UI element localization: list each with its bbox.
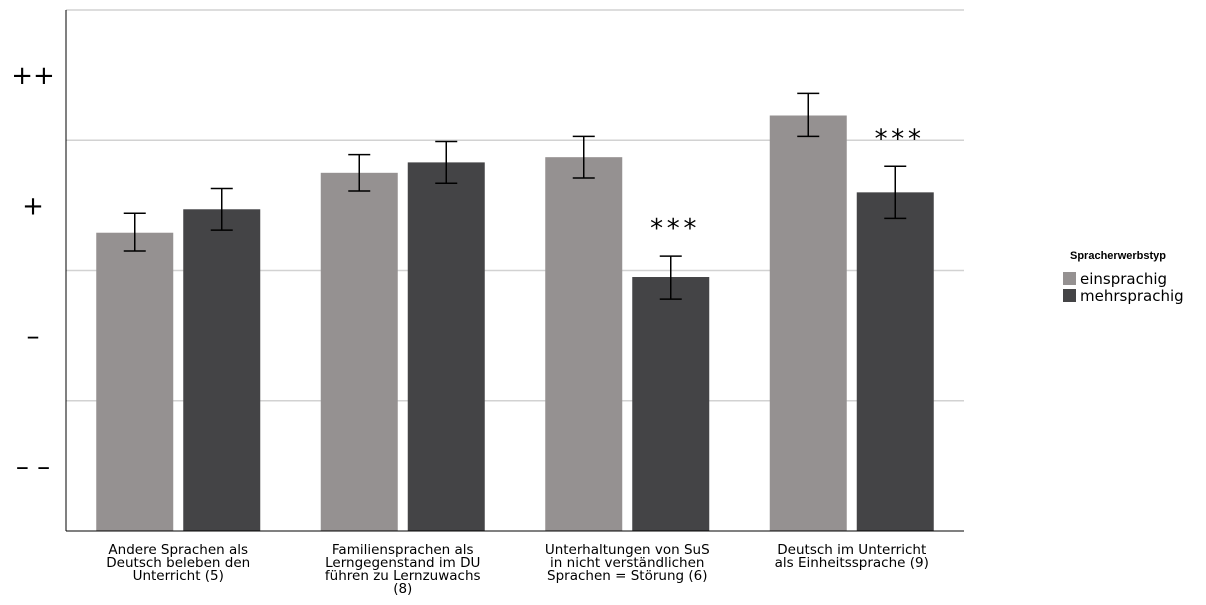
- legend-label: einsprachig: [1080, 270, 1167, 288]
- x-category-label: Deutsch beleben den: [106, 555, 250, 571]
- legend-swatch: [1063, 272, 1076, 285]
- x-category-label: Sprachen = Störung (6): [547, 568, 707, 584]
- bars: [96, 115, 934, 532]
- y-tick-label: +: [22, 191, 44, 221]
- legend-swatch: [1063, 289, 1076, 302]
- bar-einsprachig: [96, 232, 174, 532]
- significance-label: ***: [873, 124, 923, 154]
- bar-mehrsprachig: [183, 209, 261, 531]
- x-category-label: Deutsch im Unterricht: [777, 542, 926, 558]
- legend-title: Spracherwerbstyp: [1070, 250, 1166, 262]
- x-category-label: in nicht verständlichen: [550, 555, 704, 571]
- significance-label: ***: [649, 214, 699, 244]
- y-tick-label: –: [27, 322, 40, 352]
- significance-annotations: *** ***: [649, 124, 923, 244]
- x-category-label: Familiensprachen als: [332, 542, 474, 558]
- bar-einsprachig: [769, 115, 847, 531]
- x-category-label: Unterricht (5): [133, 568, 224, 584]
- bar-mehrsprachig: [856, 192, 934, 531]
- y-tick-label: ++: [11, 61, 55, 91]
- bar-einsprachig: [320, 172, 398, 531]
- x-category-label: (8): [393, 581, 412, 597]
- x-category-label: Unterhaltungen von SuS: [545, 542, 710, 558]
- bar-mehrsprachig: [407, 162, 485, 531]
- bar-einsprachig: [545, 157, 623, 531]
- x-category-label: führen zu Lernzuwachs: [325, 568, 481, 584]
- legend-label: mehrsprachig: [1080, 287, 1184, 305]
- x-category-label: als Einheitssprache (9): [775, 555, 929, 571]
- error-bars: [123, 92, 907, 300]
- bar-mehrsprachig: [632, 277, 710, 531]
- x-category-label: Andere Sprachen als: [108, 542, 248, 558]
- y-tick-labels: +++–– –: [11, 61, 55, 482]
- y-tick-label: – –: [16, 452, 50, 482]
- x-category-label: Lerngegenstand im DU: [325, 555, 480, 571]
